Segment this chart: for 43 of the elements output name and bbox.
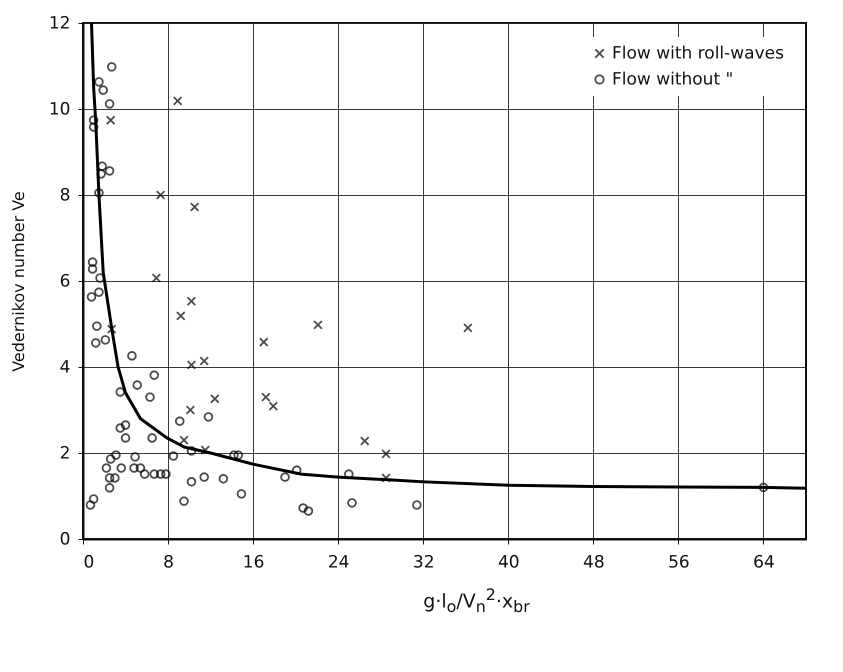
y-tick-label: 4	[60, 358, 70, 378]
point	[261, 392, 271, 402]
x-axis-title: g·l$_{o}$/V$_{n}$$^{2}$·x$_{br}$	[422, 585, 531, 616]
legend-label: Flow with roll-waves	[612, 44, 784, 64]
point	[186, 405, 196, 415]
point	[176, 311, 186, 321]
x-tick-label: 24	[328, 552, 350, 572]
point	[360, 436, 370, 446]
x-tick-label: 56	[668, 552, 690, 572]
point	[179, 435, 189, 445]
point	[258, 337, 269, 347]
y-tick-label: 10	[48, 100, 70, 120]
point	[381, 449, 391, 459]
x-tick-label: 0	[84, 552, 94, 572]
x-tick-label: 64	[753, 552, 775, 572]
point	[186, 296, 196, 306]
point	[313, 320, 323, 330]
y-tick-label: 0	[60, 530, 70, 550]
point	[152, 273, 162, 283]
y-tick-label: 12	[48, 14, 70, 34]
x-tick-label: 48	[583, 552, 605, 572]
point	[199, 356, 209, 366]
point	[190, 202, 200, 212]
point	[381, 473, 391, 483]
point	[200, 445, 210, 455]
y-tick-label: 8	[60, 186, 70, 206]
y-axis-title: Vedernikov number Ve	[8, 191, 28, 372]
y-tick-label: 2	[60, 444, 70, 464]
x-tick-label: 8	[163, 552, 174, 572]
point	[106, 115, 116, 125]
point	[463, 323, 473, 333]
point	[268, 401, 278, 411]
x-tick-label: 40	[498, 552, 520, 572]
point	[186, 360, 196, 370]
point	[210, 394, 220, 404]
point	[106, 324, 116, 334]
point	[156, 190, 166, 200]
line-series	[90, 23, 806, 490]
x-tick-label: 32	[412, 552, 435, 572]
y-tick-label: 6	[60, 272, 70, 292]
point	[172, 96, 182, 106]
x-tick-label: 16	[242, 552, 264, 572]
legend-label: Flow without "	[612, 70, 734, 90]
